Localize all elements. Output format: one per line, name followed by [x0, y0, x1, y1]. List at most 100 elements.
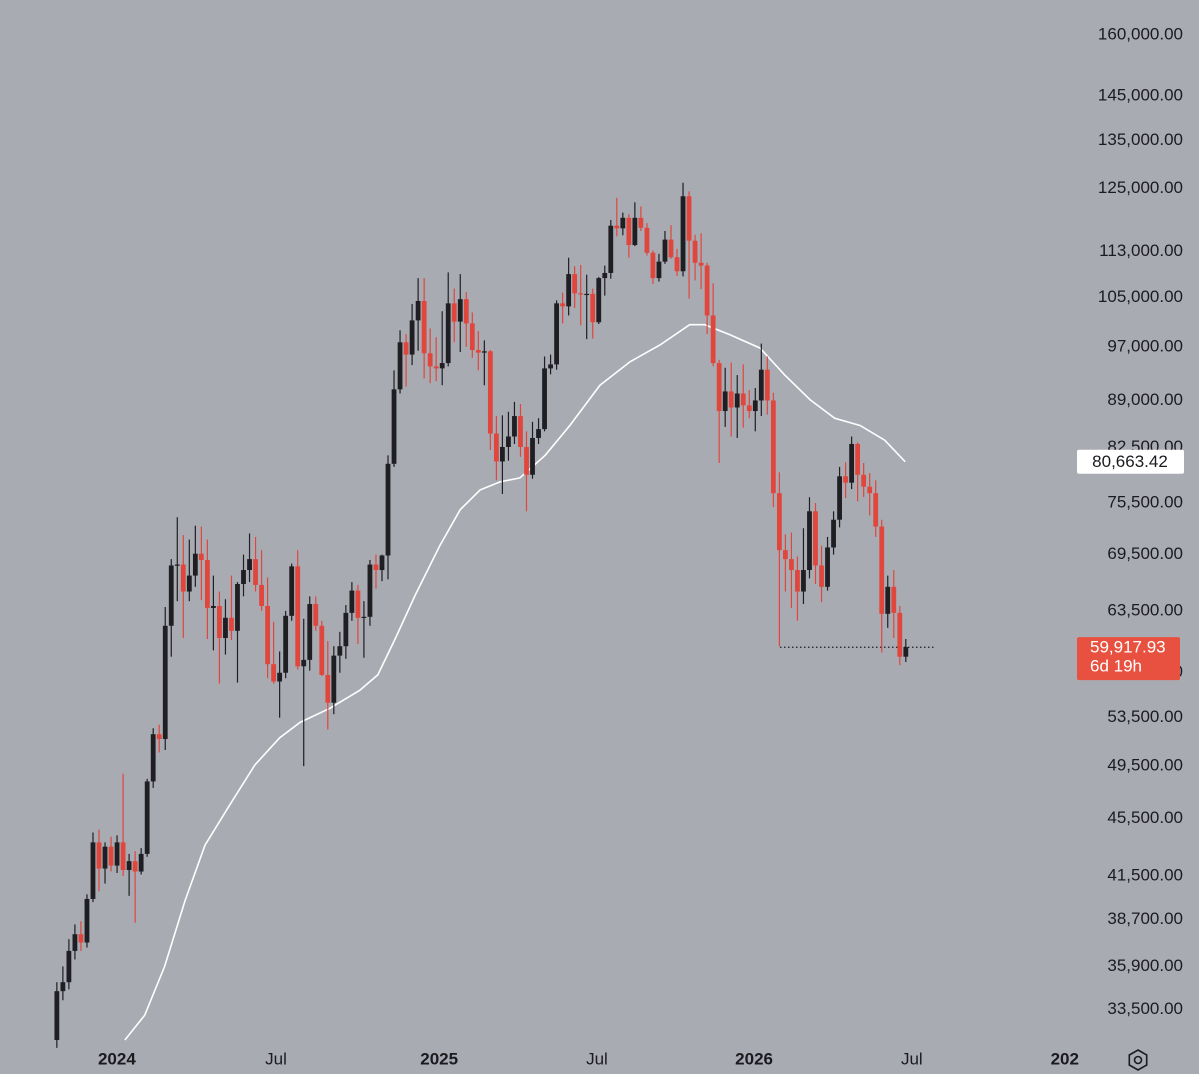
candle-body	[223, 617, 228, 638]
x-tick-label: 202	[1051, 1049, 1079, 1068]
candle-body	[626, 217, 632, 246]
candle-body	[855, 443, 861, 475]
candle-body	[554, 303, 559, 365]
countdown-label: 6d 19h	[1090, 657, 1142, 676]
y-tick-label: 41,500.00	[1107, 865, 1183, 884]
candle-body	[186, 575, 192, 592]
candle-body	[789, 559, 794, 571]
candle-body	[758, 369, 764, 401]
candle-body	[295, 566, 301, 667]
candle-body	[162, 625, 168, 740]
y-tick-label: 135,000.00	[1098, 130, 1183, 149]
candle-body	[596, 278, 602, 323]
candle-body	[506, 436, 511, 447]
candle-body	[445, 303, 451, 364]
candle-body	[500, 446, 505, 462]
candle-body	[114, 842, 120, 866]
settings-icon[interactable]	[1128, 1049, 1148, 1071]
candle-body	[60, 982, 66, 992]
candle-body	[150, 734, 156, 782]
candle-body	[662, 239, 668, 262]
candle-body	[825, 547, 830, 587]
candle-body	[313, 604, 319, 626]
candle-body	[524, 446, 529, 475]
candle-body	[138, 853, 144, 872]
candle-body	[289, 566, 295, 616]
candle-body	[277, 672, 283, 682]
candle-body	[259, 584, 264, 606]
candle-body	[795, 570, 800, 592]
candle-body	[692, 240, 698, 263]
candle-body	[409, 320, 415, 355]
candle-body	[475, 350, 481, 353]
x-tick-label: Jul	[265, 1049, 287, 1068]
candle-body	[644, 227, 650, 253]
candle-body	[548, 364, 553, 369]
candle-body	[704, 265, 710, 316]
candle-body	[776, 493, 782, 551]
candle-body	[885, 586, 891, 614]
ma-value-box	[1077, 449, 1184, 474]
candle-body	[861, 474, 867, 487]
candle-body	[602, 272, 608, 279]
candle-body	[801, 570, 806, 592]
moving-average-line	[124, 323, 906, 1041]
candle-body	[307, 604, 313, 660]
candle-body	[807, 511, 812, 571]
candle-body	[265, 605, 270, 665]
candle-body	[879, 526, 885, 614]
y-tick-label: 75,500.00	[1107, 492, 1183, 511]
y-tick-label: 125,000.00	[1098, 178, 1183, 197]
y-tick-label: 145,000.00	[1098, 86, 1183, 105]
candle-body	[710, 315, 716, 364]
candle-body	[650, 252, 656, 279]
candle-body	[72, 934, 78, 951]
candle-body	[867, 486, 873, 494]
candle-body	[385, 463, 391, 556]
candle-body	[192, 553, 198, 576]
candle-body	[211, 605, 216, 608]
candle-body	[698, 262, 704, 266]
candle-body	[361, 616, 367, 619]
candle-body	[247, 559, 252, 571]
y-tick-label: 33,500.00	[1107, 999, 1183, 1018]
candle-body	[614, 225, 620, 229]
candle-body	[746, 405, 752, 412]
candle-body	[90, 842, 96, 899]
candle-body	[132, 861, 138, 872]
candle-body	[764, 369, 770, 401]
x-tick-label: 2024	[98, 1049, 136, 1068]
candle-body	[253, 559, 258, 585]
candle-body	[235, 583, 240, 631]
last-price-label: 59,917.93	[1090, 638, 1166, 657]
candle-body	[66, 950, 72, 983]
candle-body	[325, 674, 331, 703]
candle-body	[331, 655, 337, 703]
settings-hexagon	[1128, 1049, 1148, 1071]
candle-body	[620, 217, 626, 229]
candle-body	[782, 550, 788, 560]
candle-body	[560, 303, 566, 307]
candle-body	[493, 433, 499, 462]
candle-body	[734, 393, 740, 408]
candle-body	[168, 565, 174, 626]
candle-body	[96, 842, 102, 869]
candle-body	[349, 590, 355, 613]
candle-body	[403, 342, 409, 355]
candle-body	[217, 605, 222, 638]
candle-body	[740, 393, 746, 406]
candle-body	[512, 416, 517, 437]
candle-body	[283, 615, 289, 673]
candle-body	[536, 429, 541, 438]
candle-body	[518, 416, 523, 447]
candle-body	[578, 293, 584, 295]
last-price-box	[1077, 637, 1180, 681]
y-tick-label: 105,000.00	[1098, 287, 1183, 306]
candle-body	[180, 564, 186, 592]
candle-body	[632, 217, 638, 246]
x-tick-label: Jul	[901, 1049, 923, 1068]
candle-body	[102, 846, 108, 869]
x-tick-label: 2026	[735, 1049, 773, 1068]
